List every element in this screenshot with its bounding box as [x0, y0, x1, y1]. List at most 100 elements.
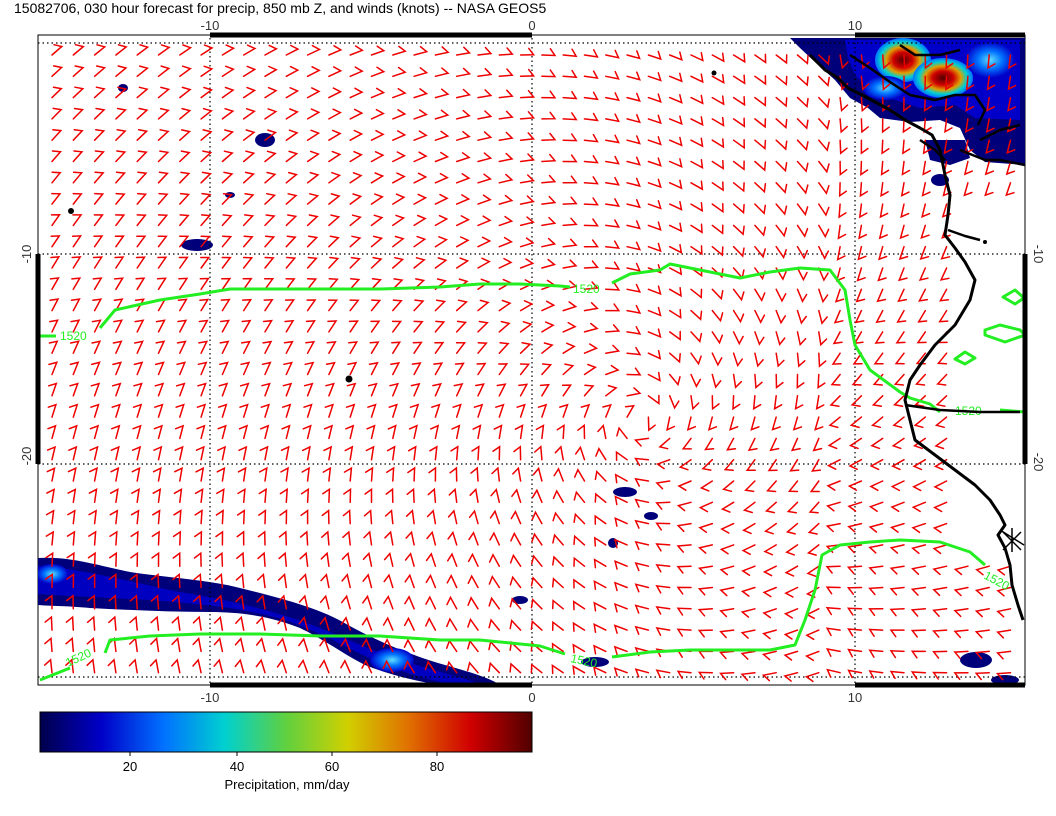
wind-barb — [698, 522, 714, 534]
wind-barb — [945, 54, 954, 70]
wind-barb — [740, 586, 756, 597]
wind-barb — [732, 96, 746, 107]
wind-barb — [49, 298, 60, 312]
wind-barb — [932, 544, 948, 555]
wind-barb — [299, 530, 309, 546]
wind-barb — [541, 237, 557, 248]
wind-barb — [903, 54, 912, 70]
wind-barb — [732, 288, 745, 302]
wind-barb — [719, 608, 735, 618]
wind-barb — [173, 488, 183, 504]
wind-barb — [434, 320, 446, 333]
wind-barb — [934, 437, 948, 450]
wind-barb — [115, 171, 127, 184]
wind-barb — [902, 139, 911, 155]
wind-barb — [812, 437, 823, 452]
wind-barb — [235, 594, 245, 610]
wind-barb — [264, 108, 278, 120]
wind-barb — [489, 531, 501, 546]
wind-barb — [647, 306, 662, 317]
coastline — [808, 43, 1025, 621]
wind-barb — [409, 403, 420, 418]
wind-barb — [234, 658, 245, 674]
wind-barb — [150, 615, 160, 631]
wind-barb — [943, 139, 953, 155]
wind-barb — [974, 629, 990, 639]
wind-barb — [413, 320, 424, 333]
contour-small-loop — [983, 323, 1025, 344]
wind-barb — [404, 573, 415, 589]
wind-barb — [580, 403, 591, 418]
wind-barb — [47, 424, 57, 440]
wind-barb — [467, 596, 479, 610]
wind-barb — [235, 573, 245, 589]
wind-barb — [741, 544, 756, 556]
precip-region-coast — [925, 140, 970, 165]
wind-barb — [370, 87, 386, 99]
wind-barb — [179, 65, 192, 78]
wind-barb — [890, 480, 905, 492]
wind-barb — [583, 197, 599, 206]
wind-barb — [541, 363, 553, 376]
wind-barb — [562, 48, 578, 58]
wind-barb — [562, 321, 577, 333]
wind-barb — [583, 343, 599, 354]
wind-barb — [327, 299, 339, 312]
wind-barb — [783, 629, 799, 640]
wind-barb — [255, 658, 266, 674]
wind-barb — [519, 111, 536, 120]
wind-barb — [66, 573, 75, 589]
wind-barb — [237, 488, 246, 504]
wind-barb — [68, 445, 78, 461]
wind-barb — [92, 298, 103, 312]
wind-barb — [775, 373, 784, 389]
wind-barb — [901, 160, 911, 176]
wind-barb — [783, 608, 799, 619]
wind-barb — [86, 658, 96, 674]
wind-barb — [519, 300, 534, 312]
wind-barb — [509, 662, 522, 674]
wind-barb — [128, 658, 138, 674]
wind-barb — [171, 615, 181, 631]
wind-barb — [129, 594, 138, 610]
wind-barb — [767, 458, 778, 472]
wind-barb — [319, 616, 330, 631]
wind-barb — [868, 501, 884, 512]
wind-barb — [193, 551, 202, 567]
wind-barb — [255, 637, 266, 653]
wind-barb — [634, 477, 650, 487]
wind-barb — [818, 96, 830, 109]
wind-barb — [626, 50, 641, 60]
wind-barb — [594, 470, 607, 482]
wind-barb — [68, 403, 79, 418]
wind-barb — [72, 107, 85, 120]
wind-barb — [392, 278, 404, 291]
wind-barb — [762, 629, 777, 640]
wind-barb — [285, 256, 297, 269]
wind-barb — [217, 445, 227, 461]
wind-barb — [814, 416, 824, 431]
wind-barb — [996, 608, 1012, 618]
wind-barb — [796, 373, 805, 389]
wind-barb — [448, 487, 458, 504]
wind-barb — [108, 551, 118, 567]
wind-barb — [509, 553, 522, 567]
wind-barb — [192, 615, 202, 631]
wind-barb — [403, 638, 415, 653]
wind-barb — [750, 416, 760, 431]
wind-barb — [384, 530, 394, 546]
wind-barb — [868, 565, 884, 575]
wind-barb — [605, 176, 620, 186]
wind-barb — [434, 130, 450, 141]
wind-barb — [238, 445, 248, 461]
wind-barb — [446, 617, 458, 631]
wind-barb — [541, 69, 557, 78]
wind-barb — [403, 659, 415, 674]
wind-barb — [764, 501, 777, 514]
wind-barb — [830, 373, 841, 386]
wind-barb — [153, 445, 163, 461]
wind-barb — [880, 182, 889, 198]
wind-barb — [530, 598, 543, 610]
wind-barb — [511, 488, 522, 504]
wind-barb — [306, 299, 317, 312]
